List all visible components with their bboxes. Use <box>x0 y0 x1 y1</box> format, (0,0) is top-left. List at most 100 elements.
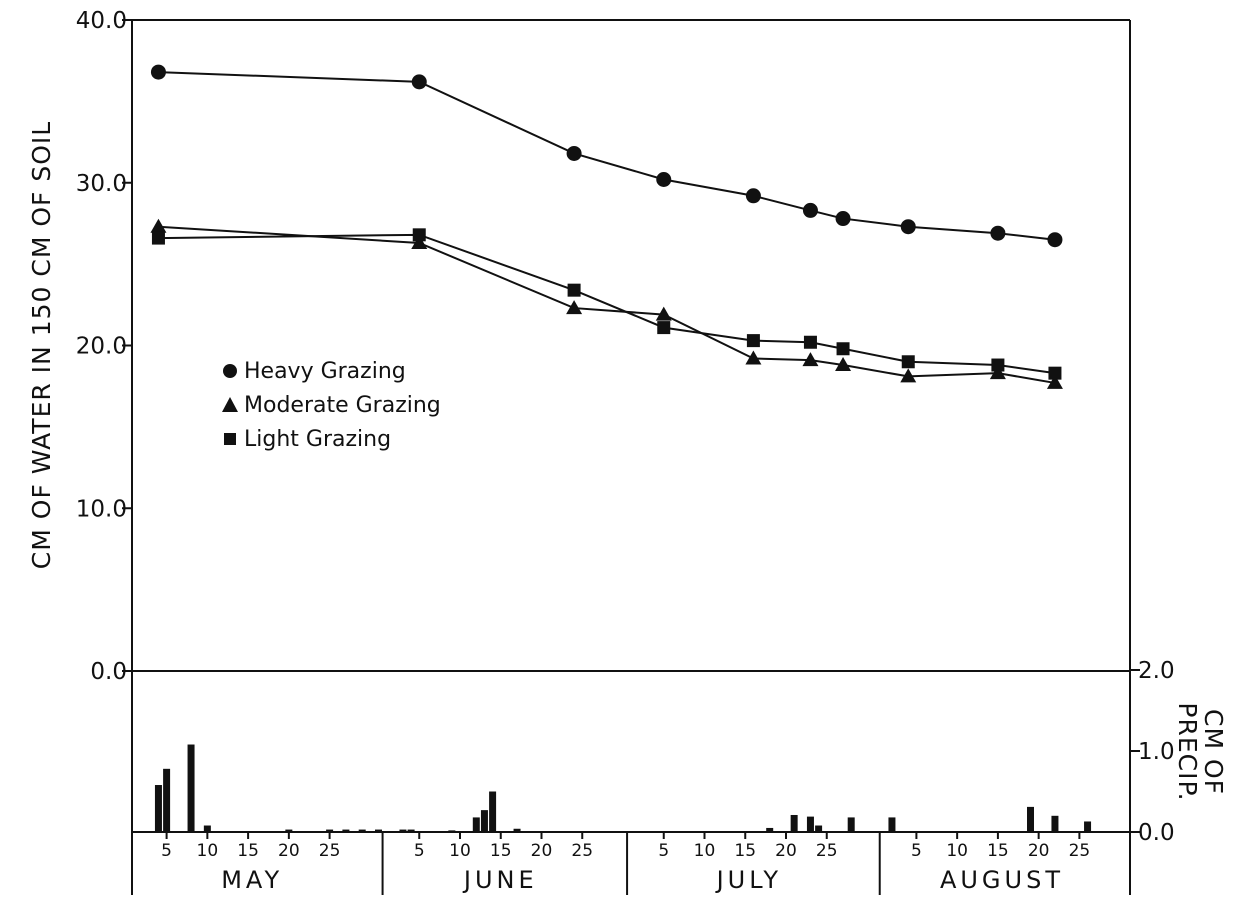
legend: Heavy Grazing Moderate Grazing Light Grazi… <box>222 359 441 452</box>
axis-ticks: 40.0 30.0 20.0 10.0 0.0 2.0 1.0 0.0 CM OFPRECIP.… <box>76 8 1228 894</box>
day-tick-label: 25 <box>319 841 341 861</box>
month-label: JUNE <box>462 866 538 894</box>
day-tick-label: 10 <box>946 841 968 861</box>
circle-marker <box>566 145 582 161</box>
series-line <box>158 225 1056 384</box>
day-tick-label: 25 <box>816 841 838 861</box>
day-tick-label: 15 <box>237 841 259 861</box>
precip-bar <box>513 828 521 832</box>
square-marker <box>803 335 817 349</box>
day-tick-label: 20 <box>1028 841 1050 861</box>
y2-axis-label-line: CM OF <box>1199 709 1228 795</box>
square-marker <box>657 321 671 335</box>
triangle-marker <box>655 306 672 321</box>
legend-label: Light Grazing <box>244 427 391 452</box>
square-marker <box>991 358 1005 372</box>
day-tick-label: 10 <box>449 841 471 861</box>
legend-circle-icon <box>223 364 237 378</box>
precip-bar <box>480 810 488 832</box>
day-tick-label: 5 <box>658 841 669 861</box>
legend-label: Heavy Grazing <box>244 359 406 384</box>
circle-marker <box>802 202 818 218</box>
day-tick-label: 15 <box>490 841 512 861</box>
series-line <box>158 233 1056 375</box>
precip-bar <box>203 825 211 832</box>
day-tick-label: 10 <box>694 841 716 861</box>
precip-bar <box>790 814 798 832</box>
square-marker <box>412 228 426 242</box>
y2-tick-label: 1.0 <box>1138 739 1175 765</box>
day-tick-label: 15 <box>734 841 756 861</box>
precip-bar <box>448 830 456 832</box>
precip-bar <box>399 829 407 832</box>
legend-square-icon <box>224 433 236 445</box>
day-tick-label: 20 <box>531 841 553 861</box>
square-marker <box>567 283 581 297</box>
precip-bar <box>888 817 896 832</box>
triangle-marker <box>150 218 167 233</box>
precip-bar <box>472 817 480 832</box>
y2-axis-label-line: PRECIP. <box>1173 702 1202 801</box>
day-tick-label: 20 <box>775 841 797 861</box>
circle-marker <box>745 188 761 204</box>
series-line <box>158 71 1056 241</box>
month-label: JULY <box>715 866 783 894</box>
square-marker <box>151 231 165 245</box>
day-tick-label: 25 <box>571 841 593 861</box>
precip-bar <box>358 829 366 832</box>
circle-marker <box>656 171 672 187</box>
y-tick-label: 30.0 <box>76 171 127 197</box>
square-marker <box>901 355 915 369</box>
y-tick-label: 0.0 <box>90 659 127 685</box>
precip-bar <box>847 817 855 832</box>
precip-bar <box>1027 806 1034 832</box>
y2-tick-label: 0.0 <box>1138 820 1175 846</box>
precip-bar <box>815 825 823 832</box>
day-tick-label: 5 <box>161 841 172 861</box>
y2-axis-label: CM OFPRECIP. <box>1173 702 1228 801</box>
circle-marker <box>990 225 1006 241</box>
precip-bar <box>342 829 350 832</box>
day-tick-label: 15 <box>987 841 1009 861</box>
precipitation-bars <box>154 744 1092 832</box>
triangle-marker <box>566 300 583 315</box>
month-label: MAY <box>221 866 283 894</box>
circle-marker <box>1047 232 1063 248</box>
y-axis-label: CM OF WATER IN 150 CM OF SOIL <box>27 121 56 569</box>
triangle-marker <box>745 350 762 365</box>
day-tick-label: 25 <box>1069 841 1091 861</box>
series-lines <box>158 71 1056 384</box>
series-markers <box>150 64 1063 389</box>
precip-bar <box>489 791 497 832</box>
y-tick-label: 20.0 <box>76 334 127 360</box>
precip-bar <box>806 816 814 832</box>
chart-axes <box>131 19 1131 895</box>
square-marker <box>746 334 760 348</box>
legend-label: Moderate Grazing <box>244 393 441 418</box>
triangle-marker <box>835 357 852 372</box>
y2-tick-label: 2.0 <box>1138 658 1175 684</box>
day-tick-label: 5 <box>414 841 425 861</box>
precip-bar <box>163 768 171 832</box>
circle-marker <box>900 219 916 235</box>
triangle-marker <box>1046 374 1063 389</box>
precip-bar <box>187 744 195 832</box>
precip-bar <box>407 829 415 832</box>
triangle-marker <box>900 368 917 383</box>
y-tick-label: 10.0 <box>76 496 127 522</box>
circle-marker <box>835 211 851 227</box>
precip-bar <box>1051 815 1059 832</box>
square-marker <box>836 342 850 356</box>
legend-triangle-icon <box>222 397 238 412</box>
precip-bar <box>285 829 293 832</box>
precip-bar <box>766 827 774 832</box>
precip-bar <box>375 829 382 832</box>
day-tick-label: 10 <box>197 841 219 861</box>
day-tick-label: 20 <box>278 841 300 861</box>
triangle-marker <box>989 365 1006 380</box>
precip-bar <box>154 785 162 832</box>
month-label: AUGUST <box>940 866 1064 894</box>
y-tick-label: 40.0 <box>76 8 127 34</box>
triangle-marker <box>411 234 428 249</box>
